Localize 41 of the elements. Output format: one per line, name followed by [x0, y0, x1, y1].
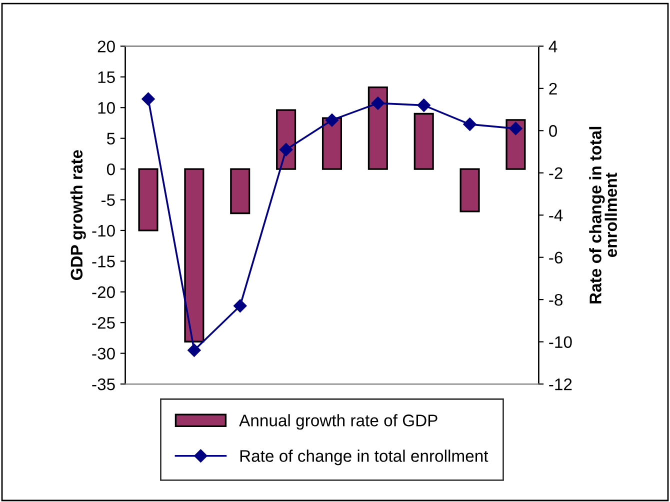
y-tick-label: 10 [98, 102, 115, 114]
bar [368, 86, 388, 170]
point [234, 299, 247, 312]
point [417, 98, 430, 112]
point [188, 344, 201, 357]
y2-tick-label: -10 [549, 336, 572, 348]
bar [138, 168, 158, 232]
y-tick-label: -20 [92, 286, 115, 298]
y-tick-label: 0 [106, 163, 115, 176]
y2-tick-label: -2 [549, 167, 562, 179]
y-tick-label: 20 [98, 40, 115, 52]
y2-tick-label: -4 [549, 210, 563, 222]
y2-tick-label: -8 [549, 294, 562, 306]
y-tick-label: -10 [92, 224, 115, 237]
y2-tick-label: 2 [549, 82, 557, 94]
y2-axis-title: Rate of change in total enrollment [589, 126, 618, 304]
y-tick-label: -5 [101, 194, 115, 206]
bar [184, 168, 204, 342]
y-axis-title: GDP growth rate [70, 150, 86, 280]
y2-tick-label: 4 [548, 40, 558, 52]
bar [230, 168, 250, 214]
y-tick-label: 15 [98, 71, 115, 84]
y2-tick-label: -6 [549, 252, 562, 264]
point [463, 118, 476, 131]
point [325, 114, 339, 127]
point [509, 122, 522, 136]
point [371, 96, 385, 110]
y-tick-label: -30 [92, 348, 115, 360]
y-tick-label: -35 [92, 378, 115, 390]
legend-label: Rate of change in total enrollment [240, 450, 488, 466]
y-tick-label: 5 [106, 132, 115, 145]
legend-label: Annual growth rate of GDP [239, 414, 438, 430]
bar [460, 168, 480, 212]
point [279, 143, 293, 156]
y-tick-label: -25 [92, 317, 115, 329]
bar [414, 112, 434, 170]
bar [322, 117, 342, 170]
y2-tick-label: -12 [549, 378, 572, 390]
y2-tick-label: 0 [549, 125, 558, 137]
y-tick-label: -15 [92, 256, 115, 268]
point [142, 92, 155, 106]
